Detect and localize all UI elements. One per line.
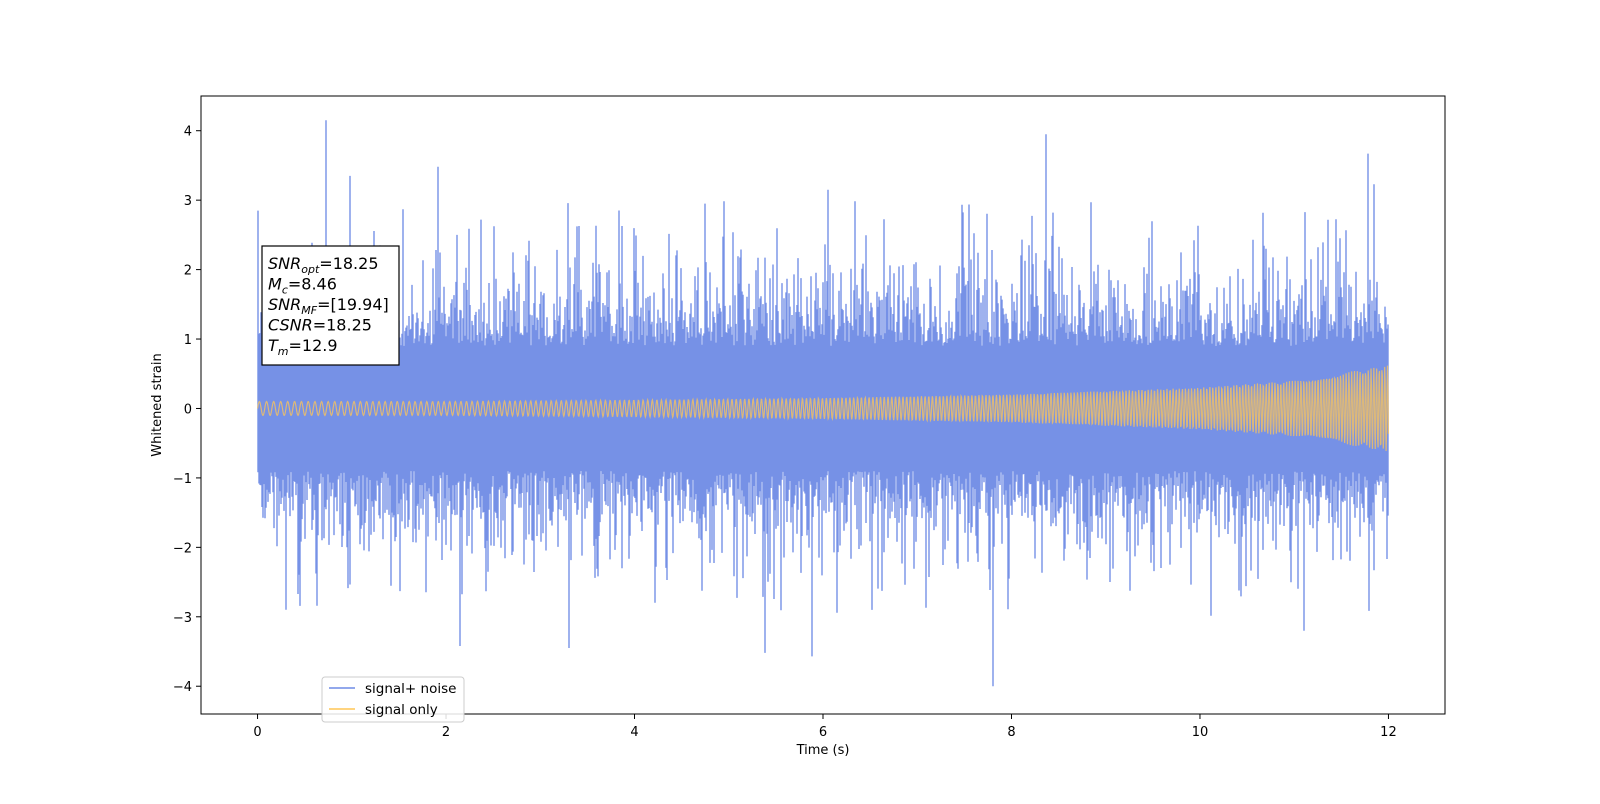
- stats-annotation-lines: SNRopt=18.25Mc=8.46SNRMF=[19.94]CSNR=18.…: [268, 254, 389, 358]
- y-tick-label: 1: [184, 333, 192, 348]
- x-tick-label: 8: [1007, 725, 1015, 740]
- y-tick-label: 4: [184, 125, 192, 140]
- stats-annotation-line: Tm=12.9: [268, 336, 338, 358]
- legend-label-signal-only: signal only: [365, 702, 438, 718]
- legend-frame: [321, 676, 465, 723]
- x-tick-label: 0: [253, 725, 261, 740]
- x-tick-label: 2: [442, 725, 450, 740]
- y-axis-label: Whitened strain: [150, 353, 165, 456]
- y-tick-label: −3: [173, 611, 192, 626]
- x-tick-label: 12: [1380, 725, 1397, 740]
- y-tick-label: −2: [173, 541, 192, 556]
- x-tick-label: 4: [630, 725, 638, 740]
- stats-annotation-line: Mc=8.46: [268, 275, 337, 297]
- stats-annotation-line: CSNR=18.25: [268, 316, 372, 335]
- x-tick-label: 6: [819, 725, 827, 740]
- y-axis: −4 −3 −2 −1 0 1 2 3 4: [173, 125, 201, 695]
- y-tick-label: 0: [184, 402, 192, 417]
- series-line-signal-only: [256, 365, 1390, 451]
- legend: signal+ noise signal only: [321, 676, 465, 723]
- x-axis-label: Time (s): [796, 743, 850, 758]
- y-tick-label: 2: [184, 264, 192, 279]
- y-tick-label: −1: [173, 472, 192, 487]
- legend-label-signal-noise: signal+ noise: [365, 681, 456, 697]
- plot-layer: [256, 120, 1390, 687]
- stats-annotation-line: SNRMF=[19.94]: [268, 295, 389, 317]
- stats-annotation-line: SNRopt=18.25: [268, 254, 379, 276]
- stats-annotation-frame: [261, 245, 400, 366]
- y-tick-label: −4: [173, 680, 192, 695]
- y-tick-label: 3: [184, 194, 192, 209]
- x-axis: 0 2 4 6 8 10 12: [253, 714, 1397, 740]
- x-tick-label: 10: [1192, 725, 1209, 740]
- stats-annotation-box: SNRopt=18.25Mc=8.46SNRMF=[19.94]CSNR=18.…: [261, 245, 400, 366]
